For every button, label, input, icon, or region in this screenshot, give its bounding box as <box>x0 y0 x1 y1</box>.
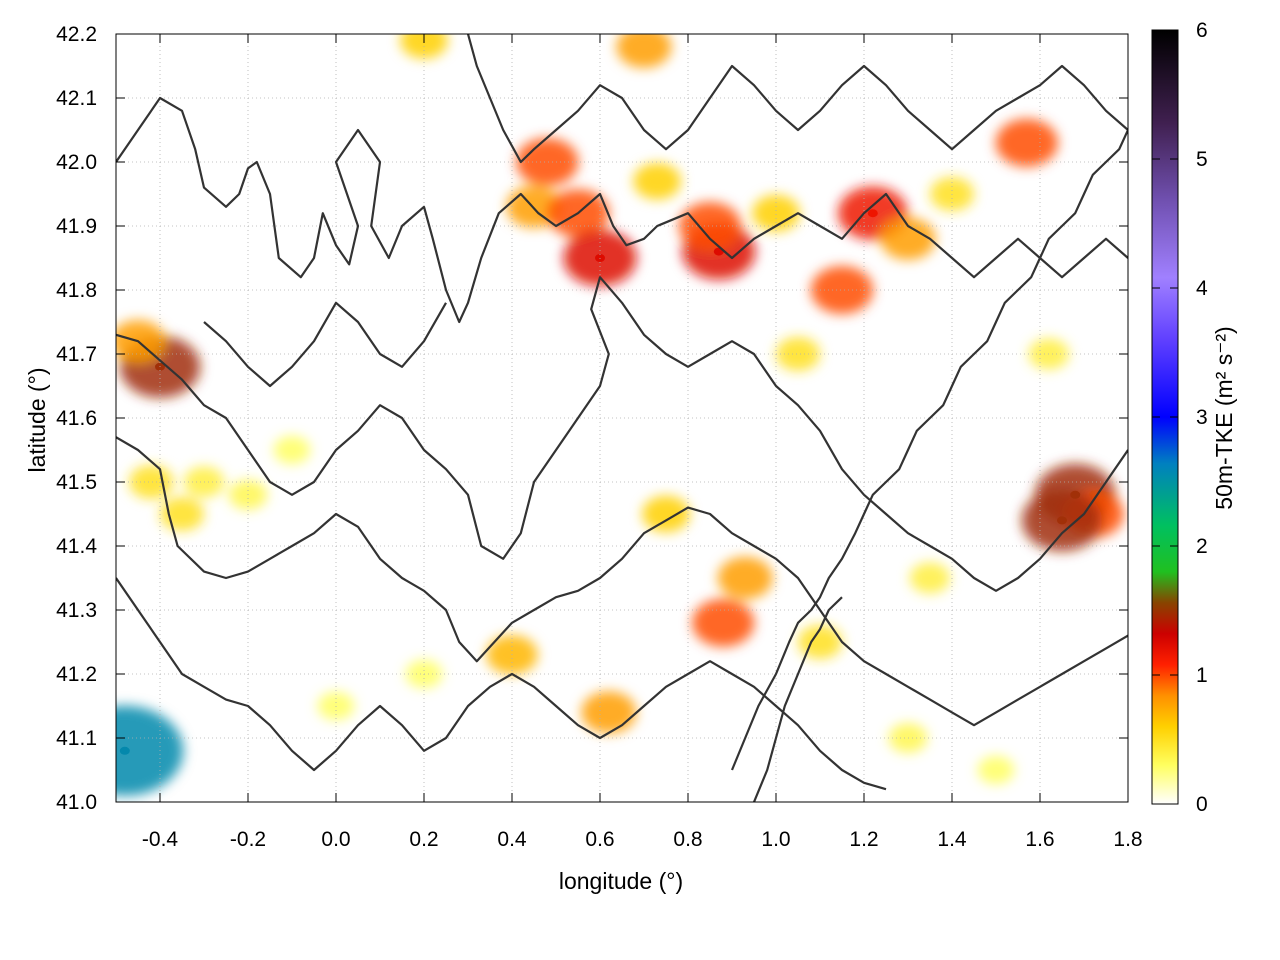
x-tick-label: 0.0 <box>321 828 350 851</box>
heat-spot <box>910 562 951 593</box>
colorbar-title: 50m-TKE (m² s⁻²) <box>1211 326 1237 509</box>
heat-spot <box>274 436 311 464</box>
colorbar-tick-label: 6 <box>1196 19 1208 42</box>
heat-spot <box>642 496 690 533</box>
heat-spot <box>633 163 681 200</box>
y-axis-title: latitude (°) <box>24 367 50 472</box>
x-tick-label: 0.2 <box>409 828 438 851</box>
x-tick-label: 1.2 <box>849 828 878 851</box>
plot-area: -0.4 -0.2 0.0 0.2 0.4 0.6 0.8 1.0 1.2 1.4 1.6 1.8 4… <box>56 22 1142 851</box>
colorbar-tick-label: 2 <box>1196 535 1208 558</box>
x-tick-label: 0.8 <box>673 828 702 851</box>
x-tick-label: -0.4 <box>142 828 179 851</box>
heat-core <box>120 747 130 755</box>
x-tick-label: -0.2 <box>230 828 266 851</box>
colorbar-tick-label: 4 <box>1196 277 1208 300</box>
y-tick-label: 42.2 <box>56 23 97 46</box>
heat-spot <box>880 218 935 260</box>
heat-spot <box>581 691 636 733</box>
heat-core <box>1070 491 1080 499</box>
y-tick-label: 41.0 <box>56 791 97 814</box>
y-tick-label: 41.9 <box>56 215 97 238</box>
heat-spot <box>692 599 754 647</box>
heat-core <box>1057 516 1067 524</box>
colorbar-tick-label: 5 <box>1196 148 1208 171</box>
y-tick-label: 41.8 <box>56 279 97 302</box>
heat-core <box>868 209 878 217</box>
x-tick-label: 1.0 <box>761 828 790 851</box>
y-tick-label: 41.7 <box>56 343 97 366</box>
y-tick-label: 41.4 <box>56 535 97 558</box>
heat-spot <box>978 756 1015 784</box>
colorbar-tick-label: 3 <box>1196 406 1208 429</box>
colorbar: 0 1 2 3 4 5 6 50m-TKE (m² s⁻²) <box>1152 19 1237 816</box>
y-tick-label: 41.1 <box>56 727 97 750</box>
x-tick-label: 0.6 <box>585 828 614 851</box>
heat-spot <box>776 337 820 371</box>
colorbar-tick-label: 0 <box>1196 793 1208 816</box>
heat-spot <box>996 119 1058 167</box>
x-tick-label: 0.4 <box>497 828 527 851</box>
x-axis-title: longitude (°) <box>559 868 683 894</box>
y-tick-label: 41.2 <box>56 663 97 686</box>
x-tick-label: 1.8 <box>1113 828 1142 851</box>
heat-spot <box>616 26 671 68</box>
x-tick-label: 1.6 <box>1025 828 1054 851</box>
colorbar-tick-label: 1 <box>1196 664 1208 687</box>
heat-spot <box>718 557 773 599</box>
heat-spot <box>129 465 173 499</box>
y-tick-label: 41.3 <box>56 599 97 622</box>
y-tick-label: 42.1 <box>56 87 97 110</box>
heat-spot <box>516 138 578 186</box>
y-tick-label: 42.0 <box>56 151 97 174</box>
x-tick-label: 1.4 <box>937 828 967 851</box>
y-tick-label: 41.6 <box>56 407 97 430</box>
y-tick-label: 41.5 <box>56 471 97 494</box>
